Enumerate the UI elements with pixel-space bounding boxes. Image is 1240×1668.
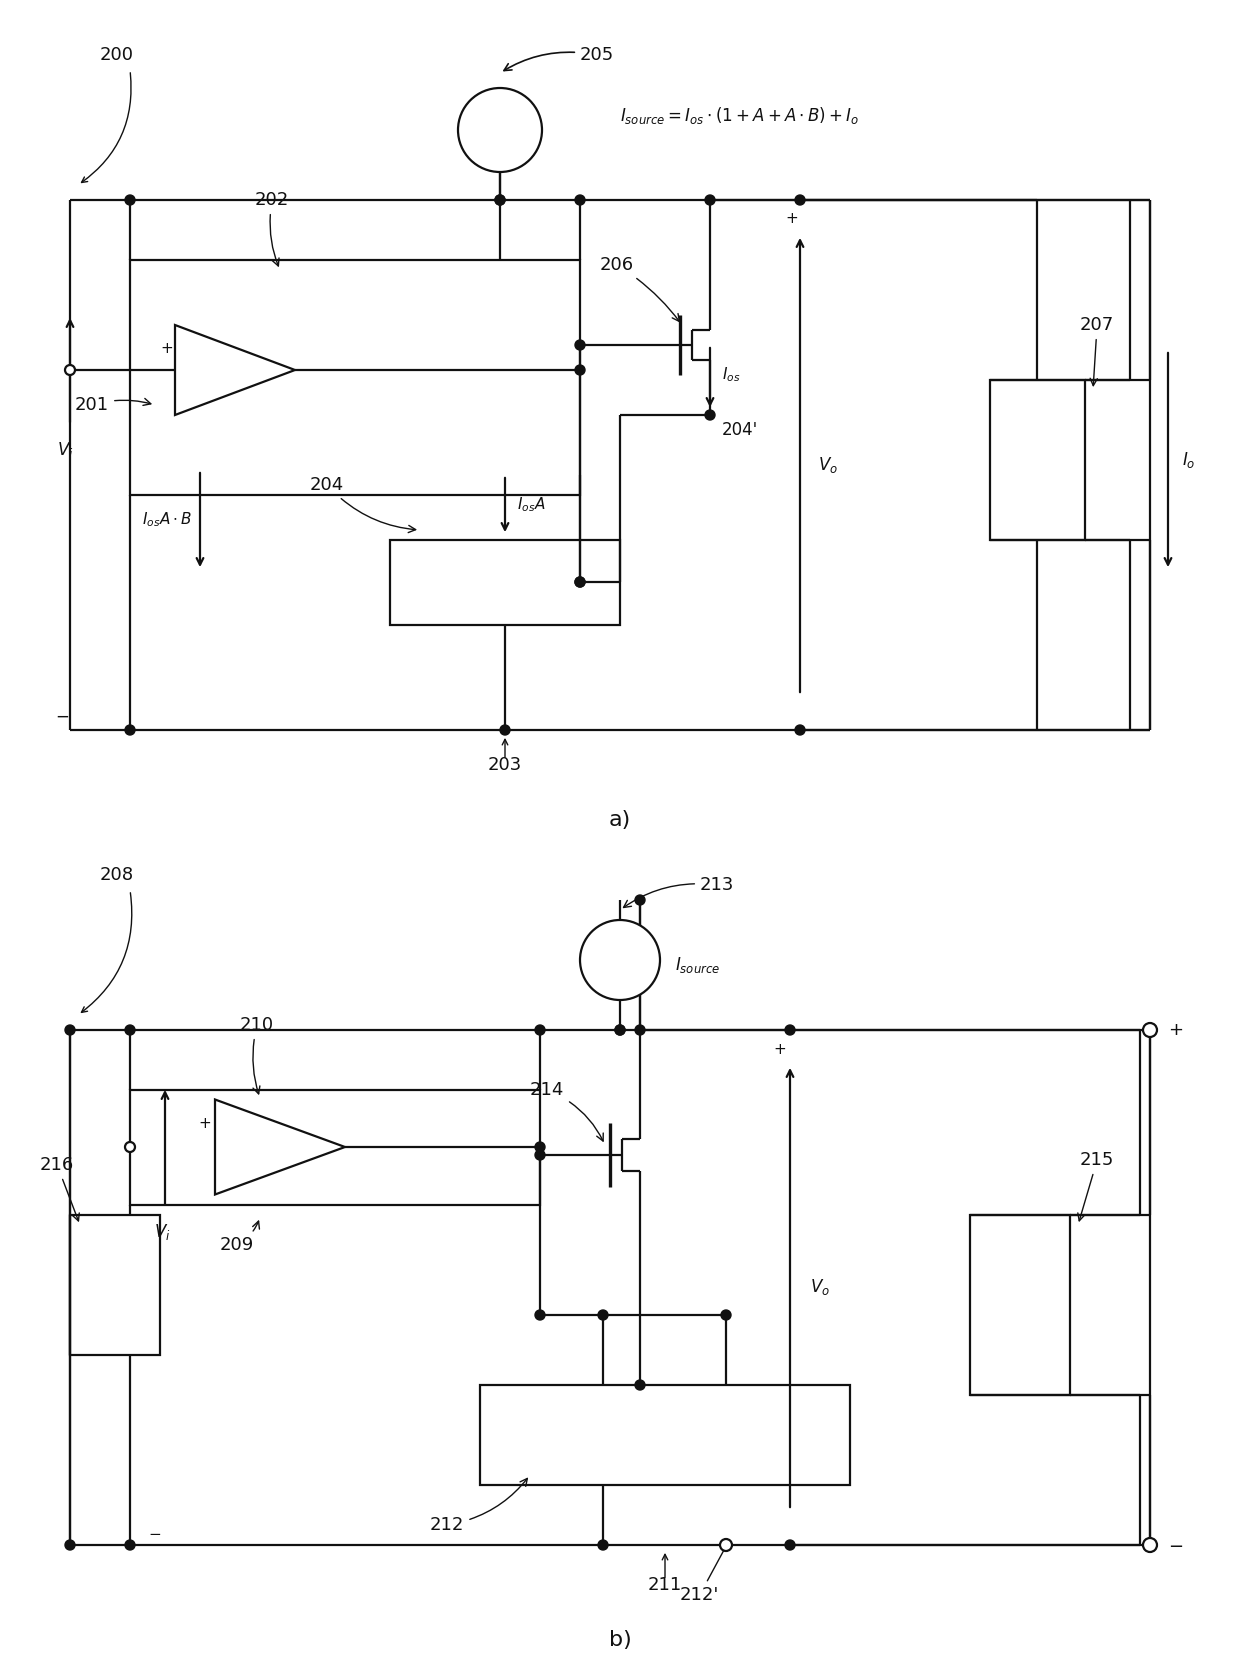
Circle shape bbox=[598, 1309, 608, 1319]
Text: 207: 207 bbox=[1080, 315, 1115, 385]
Circle shape bbox=[1143, 1538, 1157, 1551]
Polygon shape bbox=[215, 1099, 345, 1194]
Circle shape bbox=[575, 195, 585, 205]
Text: 209: 209 bbox=[219, 1221, 259, 1254]
Text: 210: 210 bbox=[241, 1016, 274, 1094]
Text: 211: 211 bbox=[647, 1576, 682, 1595]
Text: $I_{os}A$: $I_{os}A$ bbox=[517, 495, 546, 514]
Circle shape bbox=[458, 88, 542, 172]
Circle shape bbox=[64, 365, 74, 375]
Text: 208: 208 bbox=[100, 866, 134, 884]
Circle shape bbox=[635, 1026, 645, 1036]
Text: 204': 204' bbox=[722, 420, 758, 439]
Circle shape bbox=[495, 195, 505, 205]
Text: 202: 202 bbox=[255, 192, 289, 265]
Text: $-$: $-$ bbox=[55, 707, 69, 726]
Circle shape bbox=[795, 726, 805, 736]
Text: 204: 204 bbox=[310, 475, 415, 532]
Circle shape bbox=[575, 577, 585, 587]
Circle shape bbox=[64, 1026, 74, 1036]
Circle shape bbox=[534, 1143, 546, 1153]
Circle shape bbox=[785, 1026, 795, 1036]
Circle shape bbox=[495, 195, 505, 205]
Text: $V_i$: $V_i$ bbox=[57, 440, 73, 460]
Text: +: + bbox=[786, 210, 799, 225]
Text: 206: 206 bbox=[600, 255, 680, 322]
Circle shape bbox=[615, 1026, 625, 1036]
Polygon shape bbox=[175, 325, 295, 415]
Circle shape bbox=[598, 1540, 608, 1550]
Circle shape bbox=[575, 340, 585, 350]
Circle shape bbox=[635, 896, 645, 906]
Text: $V_i$: $V_i$ bbox=[154, 1223, 170, 1243]
Circle shape bbox=[125, 726, 135, 736]
Circle shape bbox=[125, 1143, 135, 1153]
Circle shape bbox=[785, 1540, 795, 1550]
Circle shape bbox=[795, 195, 805, 205]
Text: $V_o$: $V_o$ bbox=[818, 455, 838, 475]
Text: $I_o$: $I_o$ bbox=[1182, 450, 1195, 470]
Bar bbox=[130, 260, 580, 495]
Text: +: + bbox=[774, 1042, 786, 1058]
Text: 212: 212 bbox=[430, 1478, 527, 1535]
Text: $I_{os}$: $I_{os}$ bbox=[722, 365, 740, 384]
Circle shape bbox=[706, 410, 715, 420]
Circle shape bbox=[575, 577, 585, 587]
Bar bbox=[391, 540, 620, 626]
Text: $-$: $-$ bbox=[149, 1525, 161, 1540]
Circle shape bbox=[575, 365, 585, 375]
Text: $I_{source}$: $I_{source}$ bbox=[675, 956, 720, 976]
Text: 213: 213 bbox=[624, 876, 734, 907]
Text: $I_{os}A\cdot B$: $I_{os}A\cdot B$ bbox=[143, 510, 192, 529]
Bar bbox=[69, 1214, 160, 1354]
Circle shape bbox=[534, 1149, 546, 1159]
Text: a): a) bbox=[609, 811, 631, 831]
Text: b): b) bbox=[609, 1630, 631, 1650]
Text: +: + bbox=[1168, 1021, 1183, 1039]
Text: 214: 214 bbox=[529, 1081, 603, 1141]
Circle shape bbox=[500, 726, 510, 736]
Circle shape bbox=[720, 1540, 732, 1551]
Circle shape bbox=[125, 1026, 135, 1036]
Circle shape bbox=[635, 1379, 645, 1389]
Circle shape bbox=[534, 1026, 546, 1036]
Text: $-$: $-$ bbox=[1168, 1536, 1183, 1555]
Text: 205: 205 bbox=[503, 47, 614, 70]
Text: +: + bbox=[198, 1116, 211, 1131]
Circle shape bbox=[720, 1309, 732, 1319]
Text: 201: 201 bbox=[74, 395, 151, 414]
Text: 200: 200 bbox=[100, 47, 134, 63]
Circle shape bbox=[706, 195, 715, 205]
Circle shape bbox=[125, 1540, 135, 1550]
Text: 215: 215 bbox=[1078, 1151, 1115, 1221]
Text: $I_{source}=I_{os}\cdot(1+A+A\cdot B)+I_o$: $I_{source}=I_{os}\cdot(1+A+A\cdot B)+I_… bbox=[620, 105, 859, 125]
Text: $V_o$: $V_o$ bbox=[810, 1278, 830, 1298]
Bar bbox=[970, 1214, 1070, 1394]
Bar bbox=[990, 380, 1085, 540]
Text: 212': 212' bbox=[680, 1541, 729, 1605]
Circle shape bbox=[64, 1540, 74, 1550]
Circle shape bbox=[615, 1026, 625, 1036]
Bar bbox=[480, 1384, 849, 1485]
Circle shape bbox=[1143, 1022, 1157, 1037]
Circle shape bbox=[125, 195, 135, 205]
Text: 216: 216 bbox=[40, 1156, 79, 1221]
Circle shape bbox=[534, 1309, 546, 1319]
Circle shape bbox=[580, 921, 660, 1001]
Bar bbox=[130, 1089, 539, 1204]
Text: 203: 203 bbox=[487, 756, 522, 774]
Text: +: + bbox=[161, 340, 174, 355]
